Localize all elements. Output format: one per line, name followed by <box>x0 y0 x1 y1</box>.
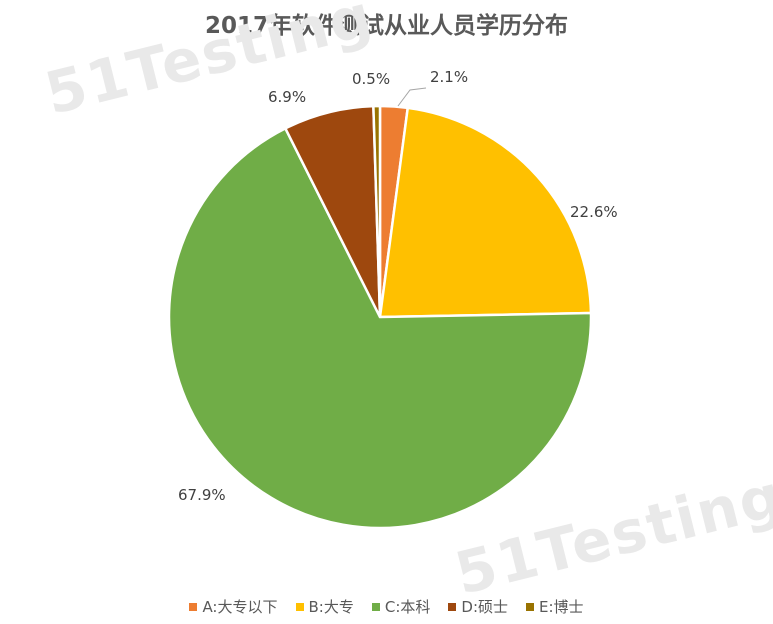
legend-label: D:硕士 <box>461 598 508 616</box>
legend-item-a: A:大专以下 <box>189 596 278 617</box>
legend-item-c: C:本科 <box>371 596 431 617</box>
data-label-a: 2.1% <box>430 68 468 86</box>
pie-chart: 2.1% 22.6% 67.9% 6.9% 0.5% <box>167 68 618 530</box>
data-label-d: 6.9% <box>268 88 306 106</box>
legend-swatch <box>189 602 198 611</box>
legend-swatch <box>295 602 304 611</box>
legend-label: E:博士 <box>539 598 584 616</box>
pie-slice-c <box>167 126 593 530</box>
legend-label: A:大专以下 <box>202 598 278 616</box>
legend: A:大专以下 B:大专 C:本科 D:硕士 E:博士 <box>0 596 773 617</box>
chart-title: 2017年软件测试从业人员学历分布 <box>204 13 568 39</box>
legend-item-d: D:硕士 <box>448 596 508 617</box>
legend-swatch <box>448 602 457 611</box>
legend-item-b: B:大专 <box>295 596 354 617</box>
pie-slice-b <box>378 106 593 319</box>
data-label-c: 67.9% <box>178 486 226 504</box>
legend-item-e: E:博士 <box>526 596 584 617</box>
data-label-b: 22.6% <box>570 203 618 221</box>
data-label-e: 0.5% <box>352 70 390 88</box>
legend-label: C:本科 <box>384 598 431 616</box>
legend-label: B:大专 <box>308 598 354 616</box>
pie-slice-e <box>372 104 382 318</box>
legend-swatch <box>526 602 534 611</box>
legend-swatch <box>371 602 380 611</box>
leader-line-a <box>397 87 427 107</box>
